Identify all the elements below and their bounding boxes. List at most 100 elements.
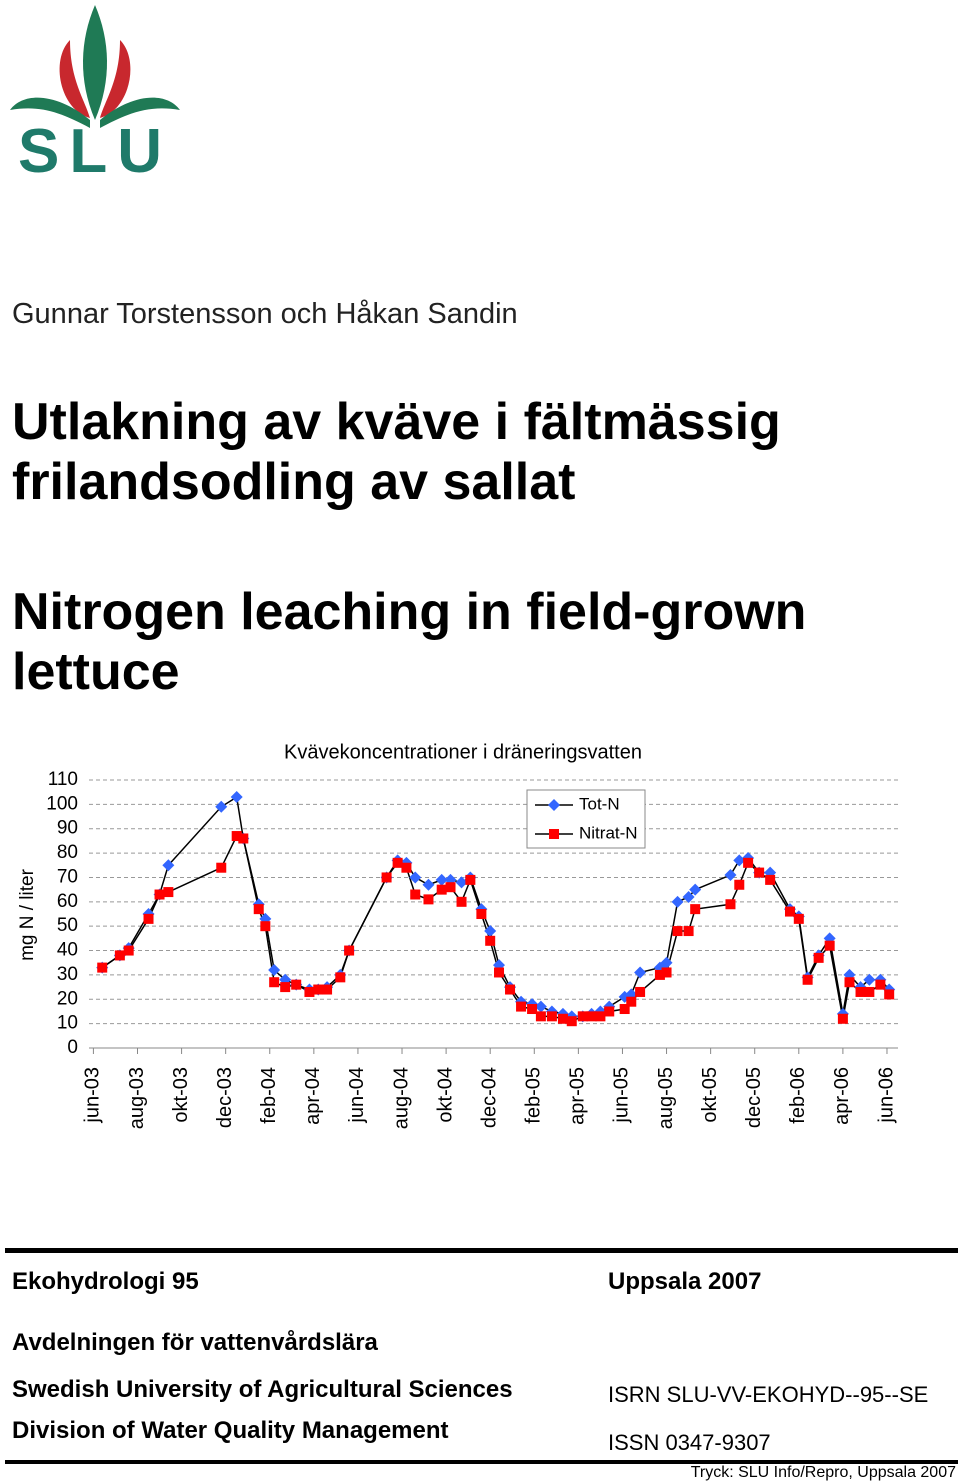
title-sv-line: frilandsodling av sallat [12, 453, 576, 511]
data-point [823, 932, 836, 945]
data-point [527, 1004, 538, 1015]
data-point [586, 1011, 597, 1022]
data-point [253, 904, 264, 915]
data-point [423, 894, 434, 905]
logo-leaf [100, 97, 180, 128]
data-point [465, 874, 476, 885]
y-tick-label: 0 [67, 1037, 78, 1058]
chart: Kvävekoncentrationer i dräneringsvatten … [17, 741, 898, 1129]
data-point [97, 962, 108, 973]
data-point [322, 984, 333, 995]
university: Swedish University of Agricultural Scien… [12, 1376, 513, 1403]
x-tick-label: feb-06 [787, 1067, 809, 1124]
data-point [634, 966, 647, 979]
data-point [535, 1011, 546, 1022]
data-point [875, 979, 886, 990]
y-tick-label: 60 [57, 891, 78, 912]
legend-label: Tot-N [579, 794, 620, 813]
y-tick-label: 30 [57, 964, 78, 985]
x-tick-label: feb-05 [523, 1067, 545, 1124]
data-point [484, 925, 497, 938]
data-point [683, 926, 694, 937]
data-point [672, 926, 683, 937]
y-tick-label: 110 [48, 769, 78, 790]
data-point [626, 996, 637, 1007]
y-tick-label: 100 [46, 793, 78, 814]
data-point [143, 913, 154, 924]
data-point [604, 1006, 615, 1017]
data-point [445, 882, 456, 893]
data-point [534, 1000, 547, 1013]
data-point [725, 899, 736, 910]
y-tick-label: 90 [57, 818, 78, 839]
data-point [163, 887, 174, 898]
rule [5, 1248, 958, 1253]
data-point [682, 890, 695, 903]
x-tick-label: jun-04 [346, 1067, 368, 1124]
logo-leaf [59, 40, 90, 118]
data-point [436, 884, 447, 895]
data-point [456, 896, 467, 907]
data-point [884, 989, 895, 1000]
logo-leaf [82, 5, 108, 120]
data-point [546, 1011, 557, 1022]
x-tick-label: jun-03 [82, 1067, 104, 1124]
y-tick-label: 40 [57, 940, 78, 961]
data-point [162, 859, 175, 872]
data-point [259, 912, 272, 925]
data-point [230, 791, 243, 804]
department: Avdelningen för vattenvårdslära [12, 1329, 378, 1356]
data-point [690, 904, 701, 915]
data-point [304, 986, 315, 997]
data-point [566, 1016, 577, 1027]
data-point [485, 935, 496, 946]
legend-marker [549, 829, 559, 839]
data-point [392, 857, 403, 868]
data-point [216, 862, 227, 873]
y-tick-label: 10 [57, 1013, 78, 1034]
data-point [344, 945, 355, 956]
data-point [689, 883, 702, 896]
x-tick-label: dec-03 [214, 1067, 236, 1128]
division: Division of Water Quality Management [12, 1417, 449, 1444]
data-point [123, 945, 134, 956]
legend-box [526, 789, 646, 849]
title-en-line: Nitrogen leaching in field-grown [12, 583, 807, 641]
data-point [557, 1013, 568, 1024]
data-point [410, 889, 421, 900]
x-tick-label: aug-04 [390, 1067, 412, 1129]
x-tick-label: dec-04 [478, 1067, 500, 1128]
title-sv-line: Utlakning av kväve i fältmässig [12, 393, 781, 451]
data-point [864, 986, 875, 997]
data-point [268, 964, 281, 977]
data-point [793, 913, 804, 924]
y-tick-label: 20 [57, 988, 78, 1009]
data-point [813, 952, 824, 963]
data-point [238, 833, 249, 844]
data-point [114, 950, 125, 961]
x-tick-label: aug-03 [126, 1067, 148, 1129]
data-point [855, 986, 866, 997]
x-tick-label: okt-04 [434, 1067, 456, 1123]
legend-label: Nitrat-N [579, 823, 638, 842]
data-point [231, 831, 242, 842]
x-tick-label: aug-05 [655, 1067, 677, 1129]
x-tick-label: apr-04 [302, 1067, 324, 1125]
chart-title: Kvävekoncentrationer i dräneringsvatten [284, 741, 642, 763]
data-point [444, 873, 457, 886]
data-point [734, 879, 745, 890]
data-point [435, 873, 448, 886]
data-point [724, 869, 737, 882]
data-point [660, 956, 673, 969]
issn: ISSN 0347-9307 [608, 1430, 771, 1455]
data-point [313, 984, 324, 995]
isrn: ISRN SLU-VV-EKOHYD--95--SE [608, 1382, 929, 1407]
data-point [595, 1011, 606, 1022]
data-point [625, 988, 638, 1001]
x-tick-label: okt-03 [170, 1067, 192, 1123]
y-tick-label: 80 [57, 842, 78, 863]
data-point [765, 874, 776, 885]
x-tick-label: jun-06 [875, 1067, 897, 1124]
data-point [784, 906, 795, 917]
data-point [401, 862, 412, 873]
